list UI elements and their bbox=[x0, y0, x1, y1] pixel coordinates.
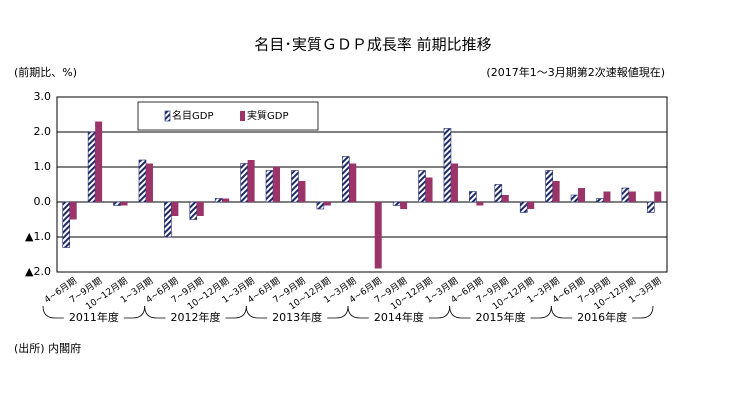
bar bbox=[164, 201, 172, 238]
bar bbox=[113, 201, 121, 206]
bar bbox=[298, 181, 306, 202]
group-label-bg bbox=[368, 310, 429, 326]
y-tick-label: 0.0 bbox=[34, 195, 52, 208]
bar bbox=[95, 121, 103, 202]
group-label: 2015年度 bbox=[476, 310, 526, 324]
legend-swatch bbox=[164, 110, 171, 122]
bar bbox=[273, 167, 281, 202]
bar bbox=[552, 181, 560, 202]
source: (出所) 内閣府 bbox=[14, 341, 81, 355]
bar bbox=[316, 201, 325, 210]
group-label: 2012年度 bbox=[171, 310, 221, 324]
y-tick-label: 2.0 bbox=[34, 125, 52, 138]
bar bbox=[222, 198, 230, 202]
group-label-bg bbox=[572, 310, 633, 326]
bar bbox=[349, 163, 357, 202]
bar bbox=[621, 187, 630, 203]
bar bbox=[570, 194, 579, 203]
y-axis-label: (前期比、%) bbox=[14, 65, 77, 79]
bar bbox=[494, 184, 503, 203]
group-label: 2013年度 bbox=[272, 310, 322, 324]
group-label-bg bbox=[267, 310, 328, 326]
legend-label: 名目GDP bbox=[172, 109, 213, 122]
plot-border bbox=[56, 96, 668, 273]
bar bbox=[425, 177, 433, 202]
bar bbox=[62, 201, 71, 248]
bar bbox=[450, 163, 458, 202]
bar bbox=[578, 188, 586, 202]
legend-label: 実質GDP bbox=[247, 109, 288, 122]
y-tick-label: 1.0 bbox=[34, 160, 52, 173]
bar bbox=[341, 156, 350, 203]
bar bbox=[654, 191, 662, 202]
bar bbox=[469, 191, 477, 203]
bar bbox=[628, 191, 636, 202]
note: (2017年1～3月期第2次速報値現在) bbox=[486, 65, 665, 79]
group-label-bg bbox=[165, 310, 226, 326]
group-label: 2011年度 bbox=[69, 310, 119, 324]
bar bbox=[596, 198, 604, 203]
bar bbox=[247, 160, 255, 202]
bar bbox=[189, 201, 198, 220]
bar bbox=[145, 163, 153, 202]
bar bbox=[527, 202, 535, 209]
legend-swatch bbox=[240, 111, 245, 121]
bar bbox=[265, 170, 274, 203]
bar bbox=[120, 202, 128, 206]
bar bbox=[392, 201, 401, 206]
bar bbox=[240, 163, 248, 203]
bar bbox=[646, 201, 655, 213]
y-tick-label: ▲2.0 bbox=[25, 265, 51, 278]
bar bbox=[171, 202, 179, 216]
bar bbox=[418, 170, 426, 203]
bar bbox=[291, 170, 299, 203]
bar bbox=[519, 201, 528, 213]
bar bbox=[323, 202, 331, 206]
bar bbox=[69, 202, 77, 220]
bar bbox=[138, 159, 147, 203]
bar bbox=[400, 202, 408, 209]
bar bbox=[214, 198, 223, 203]
group-label-bg bbox=[470, 310, 531, 326]
bar bbox=[545, 170, 553, 203]
group-label: 2014年度 bbox=[374, 310, 424, 324]
bar bbox=[196, 202, 204, 216]
chart-title: 名目･実質ＧＤＰ成長率 前期比推移 bbox=[254, 36, 491, 54]
bar bbox=[443, 128, 452, 203]
bar bbox=[476, 202, 484, 206]
y-tick-label: ▲1.0 bbox=[25, 230, 51, 243]
bar bbox=[374, 202, 382, 269]
bar bbox=[87, 131, 96, 203]
bar bbox=[501, 195, 509, 202]
bar bbox=[603, 191, 611, 202]
group-label-bg bbox=[63, 310, 124, 326]
y-tick-label: 3.0 bbox=[34, 90, 52, 103]
group-label: 2016年度 bbox=[577, 310, 627, 324]
